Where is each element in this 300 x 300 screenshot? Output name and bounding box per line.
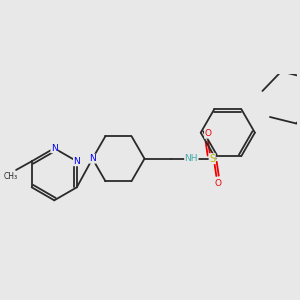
Text: O: O [214,179,222,188]
Text: O: O [205,129,212,138]
Text: CH₃: CH₃ [4,172,18,182]
Text: N: N [74,157,80,166]
Text: NH: NH [184,154,198,163]
Text: N: N [51,144,58,153]
Text: S: S [209,154,215,164]
Text: N: N [89,154,96,163]
